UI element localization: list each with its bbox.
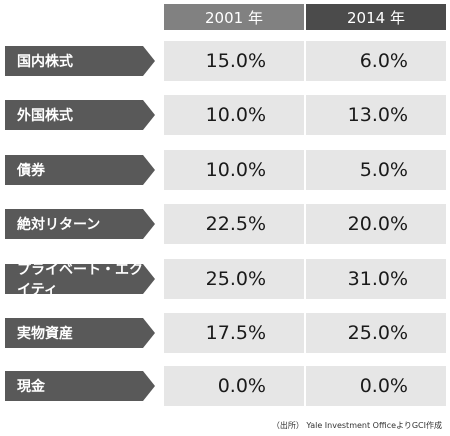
row-label: 外国株式 <box>5 100 155 130</box>
row-label: 現金 <box>5 371 155 401</box>
value-cell-2001: 17.5% <box>164 313 304 353</box>
value-cell-2001: 22.5% <box>164 204 304 244</box>
row-label: 絶対リターン <box>5 209 155 239</box>
value-cell-2014: 6.0% <box>306 41 446 81</box>
value-cell-2014: 0.0% <box>306 366 446 406</box>
value-cell-2001: 10.0% <box>164 95 304 135</box>
row-label: 国内株式 <box>5 46 155 76</box>
table-row: 外国株式 10.0% 13.0% <box>0 95 450 135</box>
source-note: （出所） Yale Investment OfficeよりGCI作成 <box>271 421 442 430</box>
value-cell-2014: 5.0% <box>306 150 446 190</box>
table-row: プライベート・エクイティ 25.0% 31.0% <box>0 259 450 299</box>
value-cell-2014: 20.0% <box>306 204 446 244</box>
row-label: 債券 <box>5 155 155 185</box>
table-row: 国内株式 15.0% 6.0% <box>0 41 450 81</box>
column-header-2001: 2001 年 <box>164 4 304 30</box>
value-cell-2014: 25.0% <box>306 313 446 353</box>
value-cell-2014: 31.0% <box>306 259 446 299</box>
table-row: 実物資産 17.5% 25.0% <box>0 313 450 353</box>
value-cell-2001: 15.0% <box>164 41 304 81</box>
row-label: プライベート・エクイティ <box>5 264 155 294</box>
value-cell-2001: 10.0% <box>164 150 304 190</box>
value-cell-2014: 13.0% <box>306 95 446 135</box>
table-row: 債券 10.0% 5.0% <box>0 150 450 190</box>
value-cell-2001: 0.0% <box>164 366 304 406</box>
table-row: 現金 0.0% 0.0% <box>0 366 450 406</box>
row-label: 実物資産 <box>5 318 155 348</box>
value-cell-2001: 25.0% <box>164 259 304 299</box>
column-header-2014: 2014 年 <box>306 4 446 30</box>
table-row: 絶対リターン 22.5% 20.0% <box>0 204 450 244</box>
